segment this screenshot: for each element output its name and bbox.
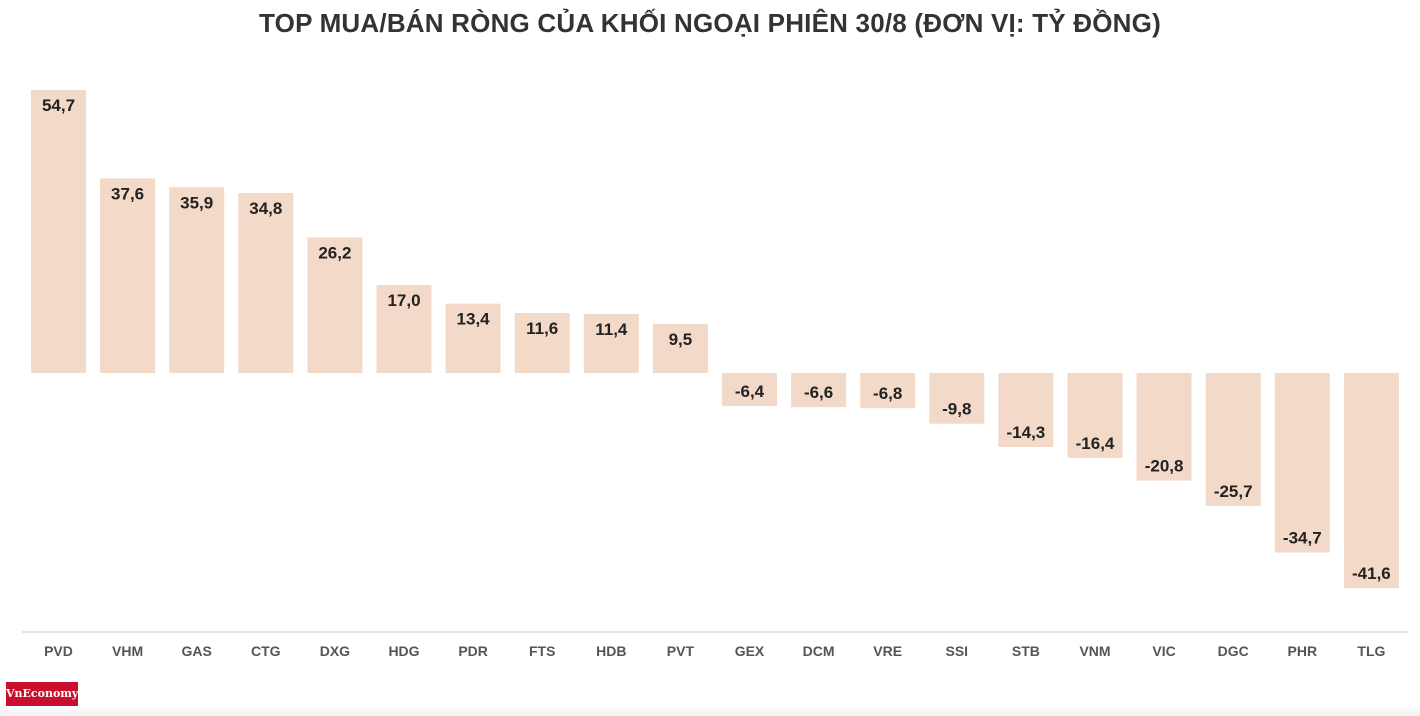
value-label-gex: -6,4 <box>735 382 765 401</box>
bar-gas <box>169 187 225 373</box>
bar-pdr <box>445 303 501 373</box>
category-label-vre: VRE <box>873 643 902 659</box>
value-label-vic: -20,8 <box>1145 457 1184 476</box>
category-label-tlg: TLG <box>1357 643 1385 659</box>
category-label-pvd: PVD <box>44 643 73 659</box>
bar-ssi <box>929 373 985 424</box>
category-label-dxg: DXG <box>320 643 350 659</box>
bar-vnm <box>1067 373 1123 458</box>
category-label-dcm: DCM <box>803 643 835 659</box>
value-label-vhm: 37,6 <box>111 184 144 203</box>
bar-pvt <box>652 323 708 373</box>
value-label-dxg: 26,2 <box>318 243 351 262</box>
value-label-ctg: 34,8 <box>249 199 282 218</box>
value-label-fts: 11,6 <box>526 319 558 338</box>
value-label-gas: 35,9 <box>180 193 213 212</box>
category-label-pdr: PDR <box>458 643 488 659</box>
category-label-vic: VIC <box>1152 643 1175 659</box>
value-label-stb: -14,3 <box>1007 423 1046 442</box>
value-label-tlg: -41,6 <box>1352 564 1391 583</box>
value-label-hdb: 11,4 <box>595 320 628 339</box>
value-label-dcm: -6,6 <box>804 383 833 402</box>
bar-pvd <box>31 90 86 373</box>
bar-stb <box>998 373 1054 447</box>
category-label-stb: STB <box>1012 643 1040 659</box>
bar-fts <box>514 312 570 373</box>
category-label-gex: GEX <box>735 643 765 659</box>
value-label-pvt: 9,5 <box>669 330 693 349</box>
bar-hdb <box>583 314 639 373</box>
value-label-pvd: 54,7 <box>42 96 75 115</box>
bar-vic <box>1136 373 1192 481</box>
value-label-pdr: 13,4 <box>457 310 491 329</box>
bar-dcm <box>791 373 847 408</box>
bar-phr <box>1274 373 1330 553</box>
bar-dxg <box>307 237 363 373</box>
bar-hdg <box>376 285 432 373</box>
category-label-gas: GAS <box>182 643 212 659</box>
category-label-hdb: HDB <box>596 643 626 659</box>
value-label-vnm: -16,4 <box>1076 434 1115 453</box>
category-label-phr: PHR <box>1288 643 1318 659</box>
bar-vhm <box>100 178 156 373</box>
category-label-vhm: VHM <box>112 643 143 659</box>
category-label-ctg: CTG <box>251 643 281 659</box>
bar-dgc <box>1205 373 1261 506</box>
value-label-vre: -6,8 <box>873 384 902 403</box>
value-label-dgc: -25,7 <box>1214 482 1253 501</box>
bar-ctg <box>238 192 294 373</box>
value-label-phr: -34,7 <box>1283 529 1322 548</box>
category-label-ssi: SSI <box>946 643 969 659</box>
value-label-ssi: -9,8 <box>942 400 971 419</box>
bar-vre <box>860 373 916 409</box>
category-label-pvt: PVT <box>667 643 695 659</box>
category-label-fts: FTS <box>529 643 555 659</box>
chart-title: TOP MUA/BÁN RÒNG CỦA KHỐI NGOẠI PHIÊN 30… <box>259 8 1161 38</box>
category-label-dgc: DGC <box>1218 643 1249 659</box>
bar-gex <box>722 373 777 407</box>
category-label-vnm: VNM <box>1079 643 1110 659</box>
value-label-hdg: 17,0 <box>387 291 420 310</box>
category-label-hdg: HDG <box>388 643 419 659</box>
footer-shade <box>0 706 1420 716</box>
vneconomy-logo: VnEconomy <box>6 682 78 706</box>
bar-tlg <box>1343 373 1399 589</box>
